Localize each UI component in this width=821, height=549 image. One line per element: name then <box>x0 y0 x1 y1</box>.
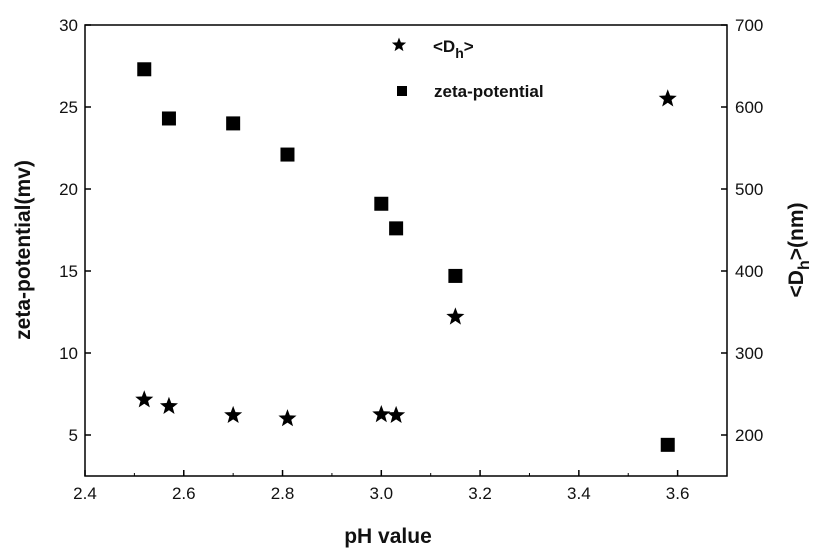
y-left-tick-label: 15 <box>59 262 78 281</box>
x-tick-label: 3.4 <box>567 484 591 503</box>
y-right-tick-label: 200 <box>735 426 763 445</box>
y-left-tick-label: 5 <box>69 426 78 445</box>
legend-label-zeta: zeta-potential <box>434 82 544 101</box>
legend-square-marker <box>397 86 407 96</box>
zeta-potential-point <box>280 147 295 162</box>
y-right-tick-label: 600 <box>735 98 763 117</box>
x-tick-label: 3.6 <box>666 484 690 503</box>
plot-frame <box>84 24 728 477</box>
y-right-axis-ticks: 200 300 400 500 600 700 <box>721 16 763 445</box>
y-right-axis-title: <Dh>(nm) <box>785 203 813 298</box>
zeta-potential-point <box>226 116 241 131</box>
x-axis-title: pH value <box>344 525 432 548</box>
x-tick-label: 2.4 <box>73 484 97 503</box>
x-tick-label: 3.0 <box>369 484 393 503</box>
legend-label-dh: <Dh> <box>433 37 474 61</box>
legend: <Dh> zeta-potential <box>391 37 544 101</box>
dh-star-point <box>135 390 154 408</box>
y-left-axis-title: zeta-potential(mv) <box>12 160 35 340</box>
y-left-axis-ticks: 5 10 15 20 25 30 <box>59 16 91 445</box>
legend-star-marker <box>391 37 407 52</box>
y-right-tick-label: 700 <box>735 16 763 35</box>
x-axis-ticks: 2.4 2.6 2.8 3.0 3.2 3.4 3.6 <box>73 470 689 503</box>
zeta-potential-point <box>137 62 152 77</box>
zeta-potential-point <box>448 268 463 283</box>
legend-star-icon <box>391 37 407 52</box>
y-right-tick-label: 300 <box>735 344 763 363</box>
dh-star-point <box>372 405 391 423</box>
x-tick-label: 3.2 <box>468 484 492 503</box>
zeta-potential-point <box>161 111 176 126</box>
y-right-tick-label: 400 <box>735 262 763 281</box>
y-left-tick-label: 30 <box>59 16 78 35</box>
x-tick-label: 2.6 <box>172 484 196 503</box>
zeta-potential-point <box>389 221 404 236</box>
dh-star-point <box>387 405 406 424</box>
y-left-tick-label: 25 <box>59 98 78 117</box>
dh-star-point <box>278 409 297 427</box>
y-left-tick-label: 10 <box>59 344 78 363</box>
data-points <box>135 62 677 452</box>
dh-star-point <box>224 405 243 424</box>
dh-star-point <box>658 89 677 107</box>
zeta-potential-point <box>660 437 675 452</box>
y-right-tick-label: 500 <box>735 180 763 199</box>
dh-star-point <box>446 307 465 325</box>
x-tick-label: 2.8 <box>271 484 295 503</box>
y-left-tick-label: 20 <box>59 180 78 199</box>
dh-star-point <box>159 396 178 414</box>
zeta-potential-point <box>374 196 389 211</box>
